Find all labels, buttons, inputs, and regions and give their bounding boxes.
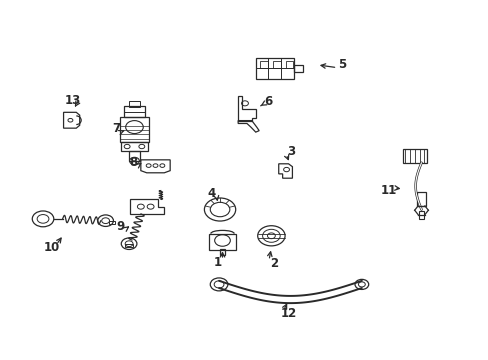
Bar	[272, 61, 280, 68]
Text: 13: 13	[64, 94, 81, 107]
Bar	[285, 61, 293, 68]
Text: 1: 1	[213, 256, 221, 269]
Bar	[416, 192, 426, 206]
Bar	[123, 106, 145, 117]
Bar	[121, 142, 148, 151]
Text: 11: 11	[380, 184, 397, 197]
Bar	[219, 249, 225, 255]
Bar	[109, 221, 115, 224]
Text: 5: 5	[338, 58, 346, 71]
Text: 9: 9	[117, 220, 124, 233]
Text: 10: 10	[43, 241, 60, 254]
Bar	[125, 244, 133, 247]
Text: 4: 4	[207, 187, 215, 200]
Bar	[120, 117, 149, 142]
Bar	[128, 151, 140, 161]
Bar	[402, 149, 427, 163]
Text: 12: 12	[280, 307, 296, 320]
Text: 6: 6	[264, 95, 271, 108]
Text: 2: 2	[269, 257, 277, 270]
Text: 8: 8	[129, 156, 137, 169]
Bar	[293, 65, 302, 72]
Text: 3: 3	[286, 145, 294, 158]
Text: 7: 7	[112, 122, 120, 135]
Bar	[418, 211, 424, 219]
Bar	[260, 61, 267, 68]
Bar	[208, 234, 236, 250]
Bar	[128, 101, 140, 107]
Bar	[255, 58, 293, 79]
